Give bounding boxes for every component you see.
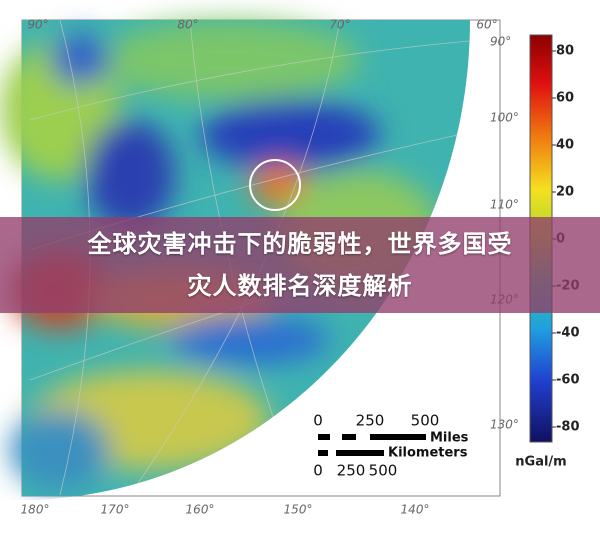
- scale-label: 250: [337, 462, 366, 480]
- latitude-label: 110°: [490, 198, 519, 212]
- longitude-label: 80°: [177, 18, 198, 32]
- scale-label: 500: [369, 462, 398, 480]
- colorbar-unit: nGal/m: [515, 455, 566, 470]
- longitude-label: 160°: [186, 503, 215, 517]
- scale-label: 0: [313, 462, 323, 480]
- colorbar-tick-label: -60: [556, 373, 580, 388]
- longitude-label: 90°: [27, 18, 48, 32]
- longitude-label: 60°: [476, 18, 497, 32]
- colorbar-tick-label: 80: [556, 44, 574, 59]
- longitude-label: 150°: [284, 503, 313, 517]
- colorbar-tick-label: 20: [556, 185, 574, 200]
- scale-label: 0: [313, 412, 323, 430]
- title-line: 全球灾害冲击下的脆弱性，世界多国受: [87, 230, 513, 258]
- longitude-label: 70°: [329, 18, 350, 32]
- scale-label: 250: [356, 412, 385, 430]
- highlight-circle: [249, 159, 301, 211]
- title-line: 灾人数排名深度解析: [187, 272, 413, 300]
- scale-label: 500: [411, 412, 440, 430]
- scale-unit: Kilometers: [388, 446, 468, 461]
- colorbar-tick-label: -40: [556, 326, 580, 341]
- latitude-label: 130°: [490, 418, 519, 432]
- scale-unit: Miles: [430, 431, 469, 446]
- colorbar-tick-label: 40: [556, 138, 574, 153]
- latitude-label: 100°: [490, 111, 519, 125]
- longitude-label: 170°: [101, 503, 130, 517]
- colorbar-tick-label: -80: [556, 420, 580, 435]
- longitude-label: 140°: [401, 503, 430, 517]
- latitude-label: 90°: [490, 35, 511, 49]
- scale-bar: [318, 434, 426, 456]
- longitude-label: 180°: [21, 503, 50, 517]
- title-banner: 全球灾害冲击下的脆弱性，世界多国受 灾人数排名深度解析: [0, 217, 600, 313]
- colorbar-tick-label: 60: [556, 91, 574, 106]
